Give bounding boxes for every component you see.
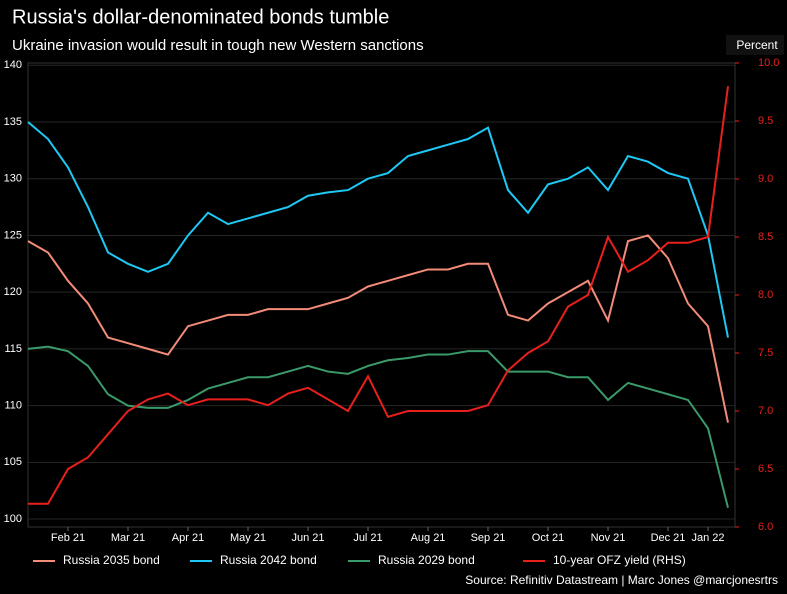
y-tick-label: 120 (4, 286, 22, 298)
x-tick-label: Dec 21 (651, 532, 686, 544)
x-tick-label: Aug 21 (411, 532, 446, 544)
y2-tick-label: 10.0 (758, 57, 779, 69)
y2-tick-label: 6.5 (758, 463, 773, 475)
y-tick-label: 115 (4, 343, 22, 355)
y2-tick-label: 6.0 (758, 521, 773, 533)
legend-label: Russia 2035 bond (63, 553, 160, 567)
series-line (27, 234, 729, 423)
plot-area (27, 62, 736, 528)
chart-subtitle: Ukraine invasion would result in tough n… (12, 37, 424, 54)
y2-tick-label: 8.5 (758, 231, 773, 243)
y-tick-label: 100 (4, 513, 22, 525)
y2-tick-label: 9.0 (758, 173, 773, 185)
legend-label: Russia 2042 bond (220, 553, 317, 567)
legend-label: Russia 2029 bond (378, 553, 475, 567)
x-tick-label: Jul 21 (353, 532, 382, 544)
series-line (27, 345, 729, 508)
chart-title: Russia's dollar-denominated bonds tumble (12, 6, 389, 28)
y2-tick-label: 8.0 (758, 289, 773, 301)
y2-tick-label: 7.5 (758, 347, 773, 359)
y-tick-label: 140 (4, 59, 22, 71)
x-tick-label: Oct 21 (532, 532, 564, 544)
y2-tick-label: 9.5 (758, 115, 773, 127)
source: Source: Refinitiv Datastream | Marc Jone… (465, 573, 778, 587)
y2-axis-label: Percent (736, 38, 778, 52)
x-tick-label: May 21 (230, 532, 266, 544)
y2-label-box (726, 35, 784, 55)
x-tick-label: Feb 21 (51, 532, 85, 544)
x-tick-label: Sep 21 (471, 532, 506, 544)
y-tick-label: 135 (4, 116, 22, 128)
y-tick-label: 125 (4, 229, 22, 241)
x-tick-label: Jun 21 (291, 532, 324, 544)
series-line (28, 86, 729, 505)
series-line (27, 121, 729, 338)
x-tick-label: Apr 21 (172, 532, 204, 544)
legend-label: 10-year OFZ yield (RHS) (553, 553, 686, 567)
x-tick-label: Jan 22 (691, 532, 724, 544)
y-tick-label: 130 (4, 173, 22, 185)
y2-tick-label: 7.0 (758, 405, 773, 417)
x-tick-label: Mar 21 (111, 532, 145, 544)
y-tick-label: 105 (4, 456, 22, 468)
x-tick-label: Nov 21 (591, 532, 626, 544)
y-tick-label: 110 (4, 400, 22, 412)
